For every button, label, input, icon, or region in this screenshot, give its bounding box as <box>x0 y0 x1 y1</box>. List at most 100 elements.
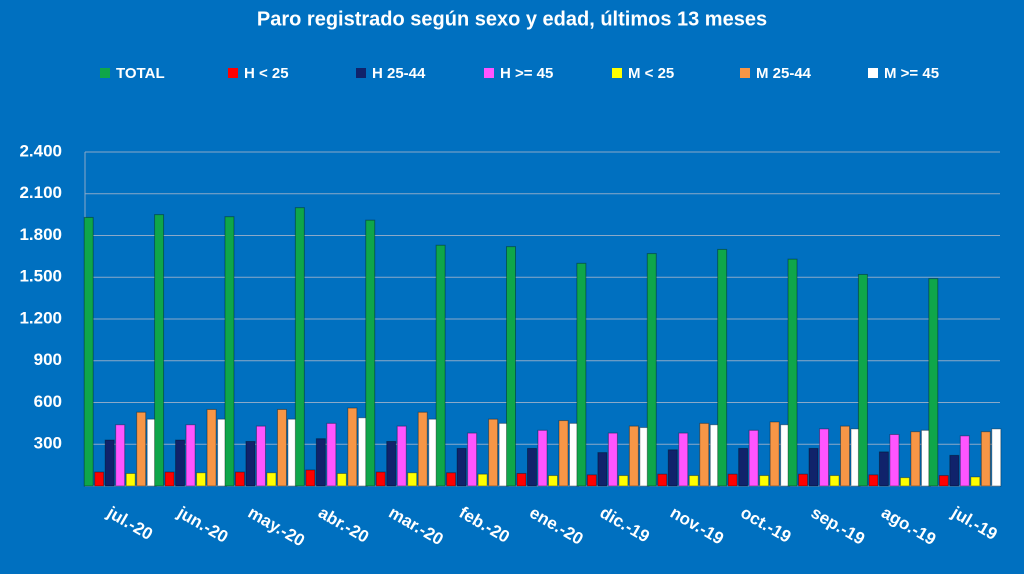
bar <box>899 477 910 487</box>
bar <box>646 253 657 487</box>
bar <box>527 447 537 487</box>
bar <box>185 424 196 487</box>
bar <box>769 421 780 487</box>
x-tick-label: jul.-19 <box>948 502 1001 544</box>
bar <box>558 420 569 487</box>
bar <box>607 432 618 487</box>
bar <box>840 425 851 487</box>
bar <box>798 473 809 487</box>
bar <box>477 473 488 487</box>
legend-label: M < 25 <box>628 65 674 82</box>
bar <box>910 431 921 487</box>
x-tick-label: nov.-19 <box>667 503 727 549</box>
bar <box>537 429 548 487</box>
bar <box>456 447 467 487</box>
y-tick-label: 300 <box>34 434 62 453</box>
bar <box>657 473 668 487</box>
bar <box>597 452 608 487</box>
bar <box>506 246 516 487</box>
bar <box>305 469 316 487</box>
bar <box>667 449 678 487</box>
bar <box>618 475 629 487</box>
bar <box>196 472 207 487</box>
legend-label: M 25-44 <box>756 65 812 82</box>
y-tick-label: 600 <box>34 392 62 411</box>
bar <box>224 216 235 487</box>
bar <box>868 474 879 487</box>
x-tick-label: ene.-20 <box>526 503 586 549</box>
bar <box>928 278 939 487</box>
legend-label: H < 25 <box>244 65 289 82</box>
bar <box>294 207 305 487</box>
bar <box>266 472 277 487</box>
bar <box>688 475 699 487</box>
legend-label: TOTAL <box>116 65 165 82</box>
bar <box>347 407 358 487</box>
bar <box>857 273 868 487</box>
x-tick-label: mar.-20 <box>385 503 446 549</box>
legend-swatch <box>484 68 494 78</box>
bar <box>959 435 970 487</box>
x-tick-label: dic.-19 <box>597 503 653 546</box>
bar <box>628 425 639 487</box>
x-tick-label: jul.-20 <box>103 502 156 544</box>
bar <box>759 475 770 487</box>
legend-swatch <box>612 68 622 78</box>
bar <box>255 425 266 487</box>
bar <box>407 472 418 487</box>
bar <box>699 422 710 487</box>
bar <box>678 432 689 487</box>
bar <box>83 216 94 487</box>
y-tick-label: 1.500 <box>19 267 62 286</box>
bar <box>829 475 840 487</box>
bar <box>365 219 376 487</box>
bar <box>748 429 759 487</box>
bar <box>245 440 256 487</box>
bar <box>276 408 287 487</box>
x-tick-label: sep.-19 <box>808 503 868 549</box>
bar <box>991 428 1002 487</box>
bar <box>234 471 245 487</box>
y-tick-label: 2.100 <box>19 183 62 202</box>
x-tick-label: abr.-20 <box>315 503 372 547</box>
bar <box>738 447 749 487</box>
legend-swatch <box>868 68 878 78</box>
bar <box>115 424 126 487</box>
bar <box>467 432 478 487</box>
y-tick-label: 1.800 <box>19 225 62 244</box>
bar <box>326 422 337 487</box>
x-tick-label: ago.-19 <box>878 503 939 549</box>
bar <box>727 473 738 487</box>
x-tick-label: jun.-20 <box>173 502 231 546</box>
x-tick-label: oct.-19 <box>737 503 794 547</box>
y-tick-label: 1.200 <box>19 308 62 327</box>
bar <box>94 471 105 487</box>
bar <box>104 439 115 487</box>
bar <box>446 472 457 487</box>
x-tick-label: feb.-20 <box>456 503 513 547</box>
bar <box>808 447 819 487</box>
bar <box>206 408 217 487</box>
bar <box>787 258 798 487</box>
bar <box>717 248 728 487</box>
x-tick-label: may.-20 <box>245 503 308 550</box>
y-tick-label: 900 <box>34 350 62 369</box>
bar <box>435 244 446 487</box>
bar <box>175 439 186 487</box>
y-tick-label: 2.400 <box>19 141 62 160</box>
bar <box>386 440 397 487</box>
bar <box>889 434 900 487</box>
bar <box>548 475 558 487</box>
legend-label: H >= 45 <box>500 65 553 82</box>
bar <box>396 425 407 487</box>
bar <box>516 472 527 487</box>
bar <box>136 411 147 487</box>
bar <box>970 476 981 487</box>
legend-label: M >= 45 <box>884 65 939 82</box>
bar <box>164 471 175 487</box>
bar <box>576 262 587 487</box>
legend-swatch <box>356 68 366 78</box>
bar <box>819 428 830 487</box>
legend-swatch <box>228 68 238 78</box>
